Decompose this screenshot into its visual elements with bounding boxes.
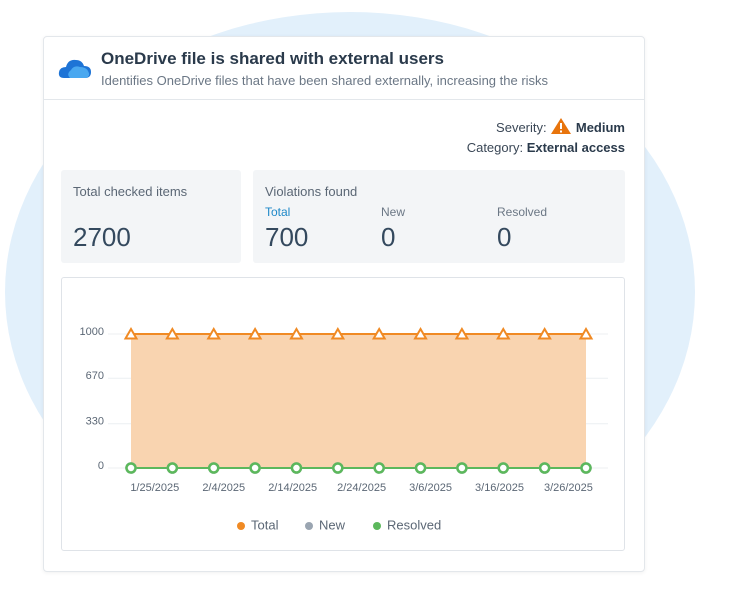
marker bbox=[537, 327, 552, 340]
marker bbox=[413, 327, 428, 340]
marker bbox=[332, 462, 344, 474]
marker bbox=[371, 327, 387, 340]
x-tick-label: 2/4/2025 bbox=[202, 482, 245, 494]
stat-sub-label: Total bbox=[265, 205, 291, 219]
divider bbox=[43, 99, 644, 100]
category-label: Category: bbox=[466, 140, 524, 155]
severity-value: Medium bbox=[575, 120, 625, 135]
severity: Severity: Medium bbox=[496, 117, 625, 135]
severity-label: Severity: bbox=[496, 120, 547, 135]
marker bbox=[578, 327, 594, 340]
marker bbox=[456, 462, 468, 474]
marker bbox=[247, 327, 263, 340]
legend-label: New bbox=[319, 517, 346, 532]
x-tick-label: 3/6/2025 bbox=[409, 482, 452, 494]
stat-label: Total checked items bbox=[73, 184, 188, 199]
stat-value: 0 bbox=[497, 222, 512, 252]
marker bbox=[123, 327, 139, 340]
stat-sub-label: Resolved bbox=[497, 205, 548, 219]
stat-sub-label: New bbox=[381, 205, 406, 219]
legend-label: Resolved bbox=[387, 517, 441, 532]
marker bbox=[496, 327, 511, 340]
x-tick-label: 3/16/2025 bbox=[475, 482, 524, 494]
onedrive-icon bbox=[58, 59, 91, 78]
marker bbox=[207, 462, 220, 474]
legend-swatch bbox=[305, 522, 313, 530]
marker bbox=[166, 462, 179, 474]
marker bbox=[206, 327, 221, 340]
y-tick-label: 670 bbox=[86, 370, 104, 382]
title: OneDrive file is shared with external us… bbox=[101, 49, 444, 68]
marker bbox=[249, 462, 261, 474]
marker bbox=[125, 462, 137, 474]
x-tick-label: 2/14/2025 bbox=[268, 482, 317, 494]
y-tick-label: 330 bbox=[86, 416, 104, 428]
y-tick-label: 1000 bbox=[80, 326, 104, 338]
marker bbox=[497, 462, 510, 474]
stat-box bbox=[61, 170, 241, 263]
legend-label: Total bbox=[251, 517, 279, 532]
x-tick-label: 3/26/2025 bbox=[544, 482, 593, 494]
subtitle: Identifies OneDrive files that have been… bbox=[101, 73, 549, 88]
stat-label: Violations found bbox=[265, 184, 358, 199]
marker bbox=[290, 462, 303, 474]
marker bbox=[414, 462, 427, 474]
area bbox=[131, 334, 586, 468]
marker bbox=[165, 327, 180, 340]
marker bbox=[538, 462, 551, 474]
marker bbox=[373, 462, 385, 474]
marker bbox=[580, 462, 592, 474]
x-tick-label: 2/24/2025 bbox=[337, 482, 386, 494]
marker bbox=[454, 327, 470, 340]
marker bbox=[330, 327, 346, 340]
stat-value: 2700 bbox=[73, 222, 131, 252]
stat-value: 0 bbox=[381, 222, 396, 252]
legend-swatch bbox=[237, 522, 245, 530]
marker bbox=[289, 327, 304, 340]
y-tick-label: 0 bbox=[98, 460, 104, 472]
warning-icon bbox=[551, 118, 572, 134]
category: Category: External access bbox=[467, 140, 625, 155]
x-tick-label: 1/25/2025 bbox=[130, 482, 179, 494]
stat-box bbox=[253, 170, 625, 263]
category-value: External access bbox=[526, 140, 625, 155]
legend-swatch bbox=[373, 522, 381, 530]
stat-value: 700 bbox=[265, 222, 309, 252]
